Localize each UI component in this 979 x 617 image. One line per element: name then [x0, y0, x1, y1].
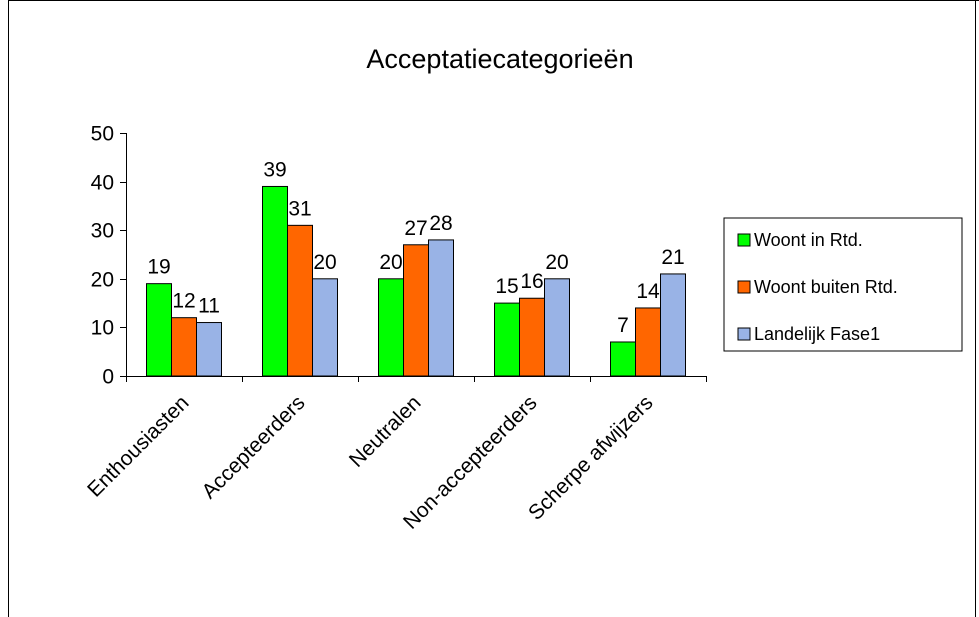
- data-label: 14: [636, 280, 660, 303]
- legend-swatch: [737, 233, 751, 247]
- bar: [519, 297, 545, 377]
- legend-label: Landelijk Fase1: [754, 324, 880, 344]
- data-label: 15: [495, 275, 518, 298]
- y-tick-label: 20: [91, 269, 114, 292]
- bar: [196, 322, 222, 377]
- bar: [287, 224, 313, 377]
- data-label: 11: [198, 295, 220, 318]
- data-label: 20: [313, 251, 336, 274]
- data-label: 21: [661, 246, 684, 269]
- y-tick-label: 0: [102, 366, 114, 389]
- bar: [494, 302, 520, 377]
- data-label: 31: [288, 197, 311, 220]
- data-label: 27: [404, 217, 427, 240]
- legend-swatch: [737, 327, 751, 341]
- data-label: 28: [429, 212, 452, 235]
- bar: [610, 341, 636, 377]
- data-label: 7: [617, 314, 629, 337]
- bar: [403, 244, 429, 377]
- data-label: 19: [147, 256, 170, 279]
- bars: [146, 185, 686, 377]
- data-label: 20: [379, 251, 402, 274]
- y-tick-label: 40: [91, 172, 114, 195]
- y-tick-label: 10: [91, 317, 114, 340]
- chart-title: Acceptatiecategorieën: [366, 44, 633, 74]
- bar: [312, 278, 338, 377]
- data-label: 12: [172, 290, 195, 313]
- legend-box: [723, 217, 963, 352]
- bar: [262, 185, 288, 377]
- bar: [171, 317, 197, 377]
- legend: Woont in Rtd. Woont buiten Rtd. Landelijk …: [723, 217, 963, 352]
- data-label: 20: [545, 251, 568, 274]
- legend-label: Woont in Rtd.: [754, 230, 863, 250]
- axes: 0 10 20 30 40 50: [91, 123, 707, 389]
- legend-label: Woont buiten Rtd.: [754, 277, 898, 297]
- bar: [428, 239, 454, 377]
- data-label: 16: [520, 270, 543, 293]
- bar: [635, 307, 661, 377]
- data-label: 39: [263, 158, 286, 181]
- bar: [146, 283, 172, 377]
- y-tick-label: 30: [91, 220, 114, 243]
- bar: [378, 278, 404, 377]
- y-tick-label: 50: [91, 123, 114, 146]
- bar: [544, 278, 570, 377]
- bar: [660, 273, 686, 377]
- legend-swatch: [737, 280, 751, 294]
